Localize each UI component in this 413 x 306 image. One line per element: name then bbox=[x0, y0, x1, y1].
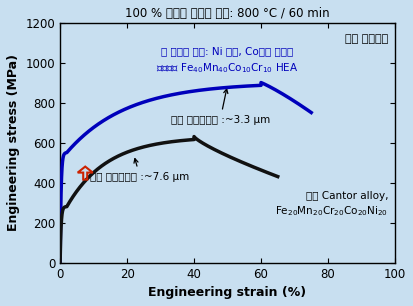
Text: 상온 인장결과: 상온 인장결과 bbox=[345, 35, 388, 44]
Text: 기존 Cantor alloy,
Fe$_{20}$Mn$_{20}$Cr$_{20}$Co$_{20}$Ni$_{20}$: 기존 Cantor alloy, Fe$_{20}$Mn$_{20}$Cr$_{… bbox=[275, 191, 388, 218]
Text: 평균 결정립크기 :~3.3 μm: 평균 결정립크기 :~3.3 μm bbox=[171, 89, 270, 125]
Title: 100 % 재결정 열처리 조건: 800 °C / 60 min: 100 % 재결정 열처리 조건: 800 °C / 60 min bbox=[125, 7, 330, 20]
Y-axis label: Engineering stress (MPa): Engineering stress (MPa) bbox=[7, 54, 20, 231]
X-axis label: Engineering strain (%): Engineering strain (%) bbox=[148, 286, 306, 299]
Text: 본 연구자 합금: Ni 배제, Co함량 감소된
보론쳊가 Fe$_{40}$Mn$_{40}$Co$_{10}$Cr$_{10}$ HEA: 본 연구자 합금: Ni 배제, Co함량 감소된 보론쳊가 Fe$_{40}$… bbox=[156, 47, 299, 75]
Text: 평균 결정립크기 :~7.6 μm: 평균 결정립크기 :~7.6 μm bbox=[90, 159, 190, 181]
